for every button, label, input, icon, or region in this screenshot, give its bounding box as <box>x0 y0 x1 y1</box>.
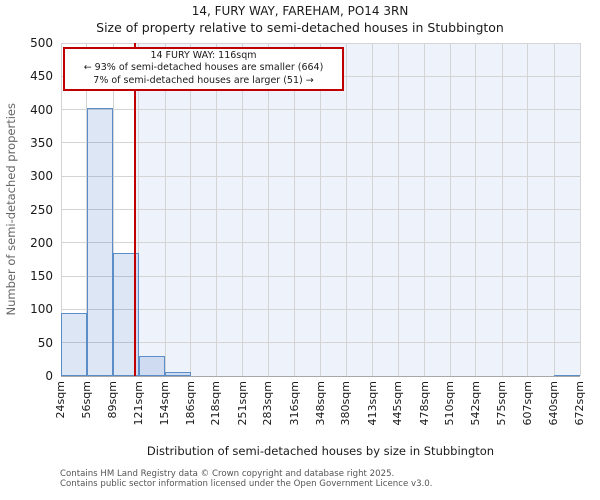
histogram-bar <box>61 312 87 376</box>
annotation-line-3: 7% of semi-detached houses are larger (5… <box>93 74 314 86</box>
gridline-vertical <box>424 43 426 376</box>
x-tick-label: 575sqm <box>495 381 509 426</box>
gridline-vertical <box>190 43 192 376</box>
gridline-vertical <box>527 43 529 376</box>
property-size-marker-line <box>133 43 136 376</box>
y-tick-label: 300 <box>30 169 53 184</box>
x-axis-title: Distribution of semi-detached houses by … <box>146 444 495 458</box>
y-tick-label: 250 <box>30 202 53 217</box>
x-tick-label: 283sqm <box>261 381 275 426</box>
gridline-vertical <box>501 43 503 376</box>
gridline-vertical <box>397 43 399 376</box>
x-tick-label: 510sqm <box>443 381 457 426</box>
x-tick-label: 24sqm <box>54 381 67 419</box>
gridline-vertical <box>112 43 114 376</box>
annotation-line-2: ← 93% of semi-detached houses are smalle… <box>83 62 324 74</box>
x-tick-label: 121sqm <box>131 381 145 426</box>
y-tick-label: 0 <box>45 369 53 383</box>
x-tick-label: 672sqm <box>573 381 586 426</box>
y-tick-label: 400 <box>30 102 53 117</box>
gridline-vertical <box>138 43 140 376</box>
gridline-vertical <box>164 43 166 376</box>
annotation-line-1: 14 FURY WAY: 116sqm <box>150 50 257 61</box>
x-axis-line <box>61 376 580 377</box>
x-tick-label: 154sqm <box>158 381 172 426</box>
x-tick-label: 316sqm <box>287 381 301 426</box>
gridline-vertical <box>320 43 321 376</box>
gridline-vertical <box>267 43 269 376</box>
x-tick-label: 413sqm <box>365 381 379 426</box>
chart-subtitle: Size of property relative to semi-detach… <box>96 20 504 35</box>
y-tick-label: 450 <box>30 69 53 84</box>
y-tick-label: 200 <box>30 235 53 250</box>
gridline-vertical <box>579 43 581 376</box>
x-tick-label: 640sqm <box>547 381 561 426</box>
y-tick-label: 50 <box>37 335 53 350</box>
x-tick-label: 251sqm <box>235 381 249 426</box>
gridline-vertical <box>60 43 62 376</box>
x-tick-label: 89sqm <box>106 381 120 419</box>
gridline-vertical <box>345 43 347 376</box>
x-tick-label: 348sqm <box>313 381 327 426</box>
histogram-bar <box>86 108 114 376</box>
x-tick-label: 186sqm <box>183 381 197 426</box>
x-tick-label: 607sqm <box>520 381 534 426</box>
gridline-vertical <box>215 43 217 376</box>
plot-area <box>60 42 581 377</box>
footer-attribution-1: Contains HM Land Registry data © Crown c… <box>60 469 395 479</box>
x-tick-label: 478sqm <box>417 381 431 426</box>
footer-attribution-2: Contains public sector information licen… <box>60 479 433 489</box>
x-tick-label: 380sqm <box>339 381 353 426</box>
y-tick-label: 150 <box>30 269 53 284</box>
gridline-vertical <box>294 43 296 376</box>
gridline-vertical <box>553 43 555 376</box>
x-tick-label: 445sqm <box>391 381 405 426</box>
marker-annotation: 14 FURY WAY: 116sqm ← 93% of semi-detach… <box>63 47 344 91</box>
x-tick-label: 56sqm <box>79 381 93 419</box>
y-tick-label: 500 <box>30 36 53 50</box>
gridline-vertical <box>242 43 244 376</box>
chart-title: 14, FURY WAY, FAREHAM, PO14 3RN <box>191 4 409 18</box>
histogram-bar <box>138 356 166 376</box>
histogram-bar <box>165 372 191 376</box>
y-tick-label: 100 <box>30 302 53 317</box>
x-tick-label: 542sqm <box>468 381 482 426</box>
y-tick-label: 350 <box>30 135 53 150</box>
x-tick-label: 218sqm <box>209 381 223 426</box>
gridline-vertical <box>372 43 374 376</box>
gridline-vertical <box>449 43 451 376</box>
gridline-vertical <box>475 43 477 376</box>
